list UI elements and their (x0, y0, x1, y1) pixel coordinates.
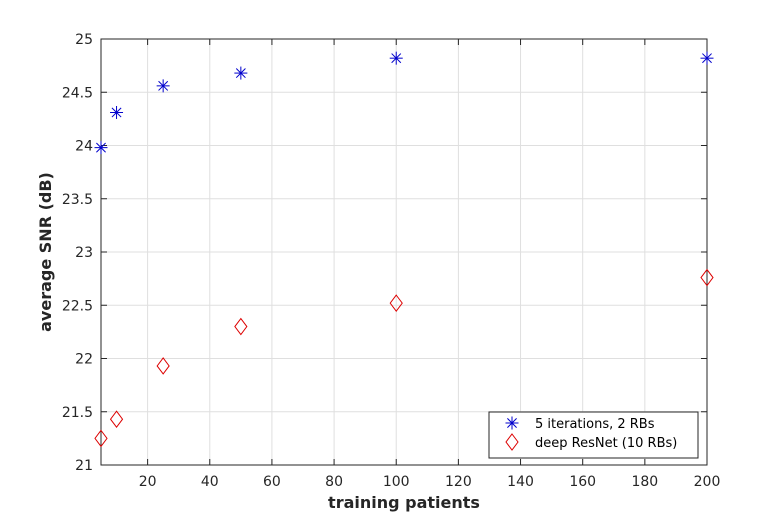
legend-label-series-2: deep ResNet (10 RBs) (535, 436, 677, 451)
data-point-series-2 (156, 357, 170, 375)
y-tick-label: 21.5 (62, 405, 93, 421)
y-tick-label: 22.5 (62, 298, 93, 314)
data-point-series-1 (110, 105, 124, 119)
data-point-series-2 (94, 429, 108, 448)
legend: 5 iterations, 2 RBs deep ResNet (10 RBs) (488, 411, 699, 459)
x-tick-label: 160 (569, 474, 596, 490)
data-point-series-1 (700, 51, 714, 65)
x-tick-label: 80 (325, 474, 343, 490)
x-tick-label: 200 (694, 474, 721, 490)
x-tick-label: 120 (445, 474, 472, 490)
x-tick-label: 100 (383, 474, 410, 490)
data-point-series-1 (389, 51, 403, 65)
x-tick-label: 140 (507, 474, 534, 490)
y-tick-label: 24 (75, 139, 93, 155)
x-axis-ticks: 20 40 60 80 100 120 140 160 180 200 (139, 39, 721, 490)
legend-marker-series-1 (505, 416, 519, 430)
y-tick-label: 24.5 (62, 85, 93, 101)
y-tick-label: 25 (75, 32, 93, 48)
y-axis-ticks: 21 21.5 22 22.5 23 23.5 24 24.5 25 (62, 32, 707, 474)
x-axis-label: training patients (328, 493, 480, 512)
legend-marker-series-2 (505, 433, 519, 451)
data-point-series-2 (389, 294, 403, 312)
x-tick-label: 60 (263, 474, 281, 490)
y-tick-label: 23.5 (62, 192, 93, 208)
data-point-series-1 (234, 66, 248, 80)
y-tick-label: 22 (75, 352, 93, 368)
legend-label-series-1: 5 iterations, 2 RBs (535, 417, 655, 432)
legend-box (488, 411, 699, 459)
y-axis-label: average SNR (dB) (36, 172, 55, 332)
legend-marker-icon (505, 433, 519, 451)
x-tick-label: 40 (201, 474, 219, 490)
data-point-series-2 (234, 317, 248, 336)
x-tick-label: 180 (631, 474, 658, 490)
data-points (94, 51, 714, 448)
data-point-series-1 (94, 141, 108, 155)
y-tick-label: 21 (75, 458, 93, 474)
data-point-series-2 (700, 268, 714, 287)
grid-lines (101, 38, 708, 466)
data-point-series-2 (109, 410, 124, 429)
legend-marker-icon (505, 416, 519, 430)
y-tick-label: 23 (75, 245, 93, 261)
data-point-series-1 (156, 79, 170, 93)
x-tick-label: 20 (139, 474, 157, 490)
